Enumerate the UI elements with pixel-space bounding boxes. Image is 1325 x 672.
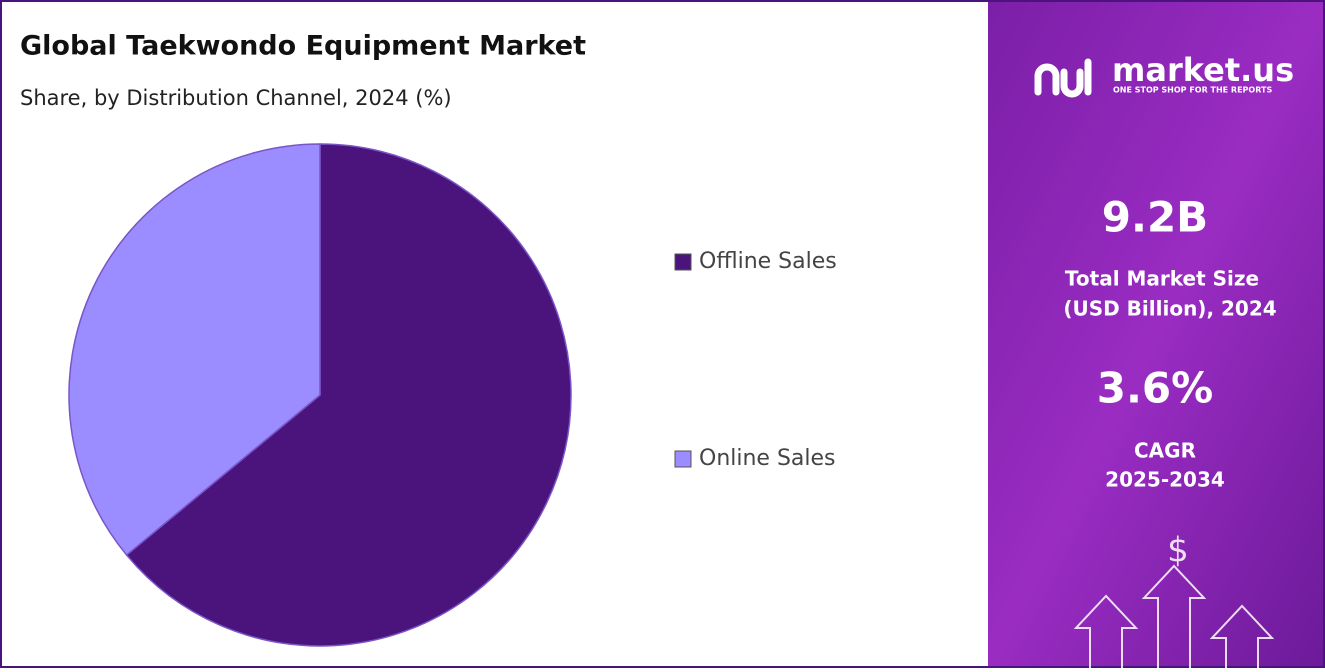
cagr-label: CAGR xyxy=(1134,439,1196,463)
pie xyxy=(68,143,572,647)
market-size: 9.2B xyxy=(1102,193,1208,242)
market-size-unit: (USD Billion), 2024 xyxy=(1063,297,1276,321)
dollar-icon: $ xyxy=(1167,531,1189,571)
legend-label: Offline Sales xyxy=(699,249,837,274)
chart-subtitle: Share, by Distribution Channel, 2024 (%) xyxy=(20,86,452,110)
cagr: 3.6% xyxy=(1097,364,1213,413)
logo: market.us ONE STOP SHOP FOR THE REPORTS xyxy=(1034,51,1294,98)
pie-slice xyxy=(125,143,572,647)
brand: market.us xyxy=(1112,51,1294,89)
legend-swatch xyxy=(674,450,692,468)
market-size-label: Total Market Size xyxy=(1065,267,1259,291)
legend-label: Online Sales xyxy=(699,446,836,471)
chart-title: Global Taekwondo Equipment Market xyxy=(20,31,586,62)
legend-swatch xyxy=(674,253,692,271)
arrows-decoration: $ xyxy=(1073,531,1275,668)
cagr-period: 2025-2034 xyxy=(1105,468,1225,492)
pie-slice xyxy=(68,143,321,557)
tagline: ONE STOP SHOP FOR THE REPORTS xyxy=(1113,86,1272,95)
legend: Offline Sales Online Sales xyxy=(674,249,837,471)
side-panel xyxy=(988,2,1323,666)
